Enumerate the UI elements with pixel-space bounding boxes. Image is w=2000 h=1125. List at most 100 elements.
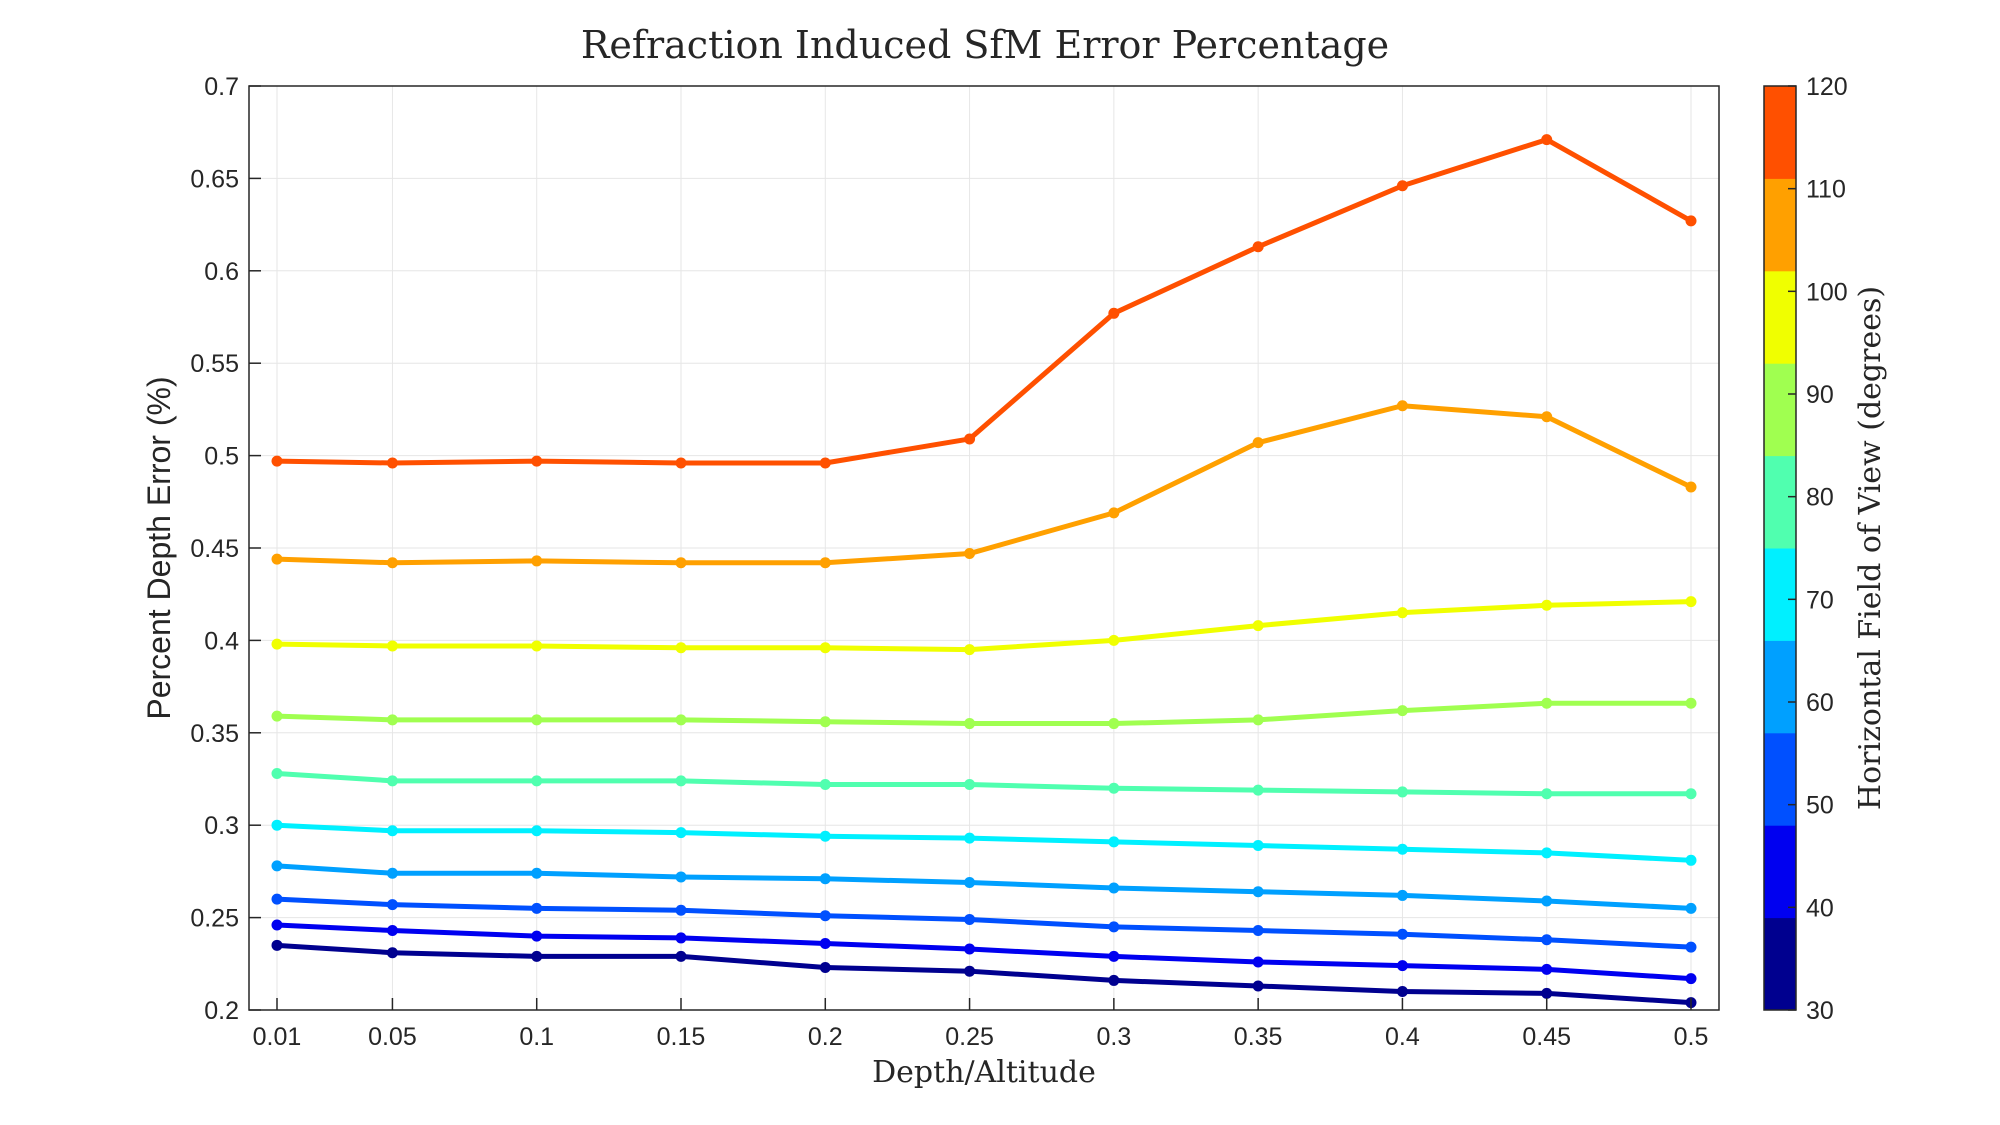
data-point [1541, 134, 1553, 146]
y-tick-label: 0.6 [204, 258, 239, 286]
data-point [1108, 307, 1120, 319]
data-point [819, 961, 831, 973]
data-point [1108, 507, 1120, 519]
data-point [386, 867, 398, 879]
x-axis-label: Depth/Altitude [872, 1055, 1096, 1090]
data-point [1685, 697, 1697, 709]
series-group [271, 134, 1697, 1009]
data-point [819, 910, 831, 922]
data-point [1396, 960, 1408, 972]
data-point [271, 919, 283, 931]
data-point [1541, 895, 1553, 907]
data-point [1541, 987, 1553, 999]
colorbar-band [1764, 917, 1796, 1011]
data-point [386, 640, 398, 652]
x-tick-label: 0.15 [657, 1023, 706, 1051]
colorbar-tick-label: 110 [1806, 176, 1846, 204]
colorbar-label: Horizontal Field of View (degrees) [1853, 286, 1888, 810]
y-tick-label: 0.65 [190, 165, 239, 193]
series-fov-30 [271, 939, 1697, 1009]
data-point [1396, 889, 1408, 901]
y-tick-label: 0.4 [204, 627, 239, 655]
data-point [271, 553, 283, 565]
data-point [1108, 782, 1120, 794]
colorbar-band [1764, 640, 1796, 734]
series-fov-70 [271, 819, 1697, 866]
y-tick-label: 0.35 [190, 720, 239, 748]
data-point [1685, 788, 1697, 800]
data-point [964, 913, 976, 925]
y-tick-label: 0.3 [204, 812, 239, 840]
x-tick-label: 0.5 [1674, 1023, 1709, 1051]
chart-title: Refraction Induced SfM Error Percentage [581, 23, 1389, 67]
data-point [1396, 180, 1408, 192]
y-axis-ticks: 0.2 0.25 0.3 0.35 0.4 0.45 0.5 0.55 0.6 0.65 0.7 [190, 73, 261, 1025]
data-point [1541, 847, 1553, 859]
data-point [1685, 215, 1697, 227]
data-point [1685, 596, 1697, 608]
data-point [271, 893, 283, 905]
data-point [271, 710, 283, 722]
data-point [964, 832, 976, 844]
data-point [1108, 882, 1120, 894]
y-tick-label: 0.7 [204, 73, 239, 101]
colorbar-band [1764, 455, 1796, 549]
data-point [819, 557, 831, 569]
data-point [1396, 928, 1408, 940]
data-point [819, 642, 831, 654]
y-tick-label: 0.5 [204, 443, 239, 471]
colorbar-tick-label: 100 [1806, 278, 1848, 306]
data-point [1252, 620, 1264, 632]
data-point [271, 939, 283, 951]
x-tick-label: 0.4 [1385, 1023, 1420, 1051]
y-tick-label: 0.25 [190, 905, 239, 933]
series-fov-90 [271, 697, 1697, 730]
data-point [675, 827, 687, 839]
data-point [531, 867, 543, 879]
data-point [386, 925, 398, 937]
colorbar-band [1764, 270, 1796, 364]
x-tick-label: 0.25 [945, 1023, 994, 1051]
colorbar-tick-label: 90 [1806, 381, 1834, 409]
colorbar-tick-label: 120 [1806, 73, 1848, 101]
data-point [964, 718, 976, 730]
colorbar-band [1764, 86, 1796, 179]
colorbar: 30 40 50 60 70 80 90 100 110 120 [1763, 73, 1848, 1025]
data-point [1685, 973, 1697, 985]
data-point [1252, 980, 1264, 992]
data-point [964, 943, 976, 955]
data-point [531, 455, 543, 467]
data-point [271, 455, 283, 467]
data-point [1396, 607, 1408, 619]
data-point [1396, 986, 1408, 998]
data-point [1685, 902, 1697, 914]
data-point [1541, 697, 1553, 709]
plot-area: 0.01 0.05 0.1 0.15 0.2 0.25 0.3 0.35 0.4 0.45 0.5 … [190, 73, 1720, 1051]
data-point [1108, 634, 1120, 646]
data-point [819, 830, 831, 842]
colorbar-frame [1763, 85, 1797, 1011]
data-point [1541, 963, 1553, 975]
x-tick-label: 0.05 [368, 1023, 417, 1051]
colorbar-tick-label: 40 [1806, 894, 1834, 922]
data-point [675, 950, 687, 962]
series-fov-120 [271, 134, 1697, 469]
data-point [964, 965, 976, 977]
data-point [1108, 921, 1120, 933]
data-point [675, 714, 687, 726]
data-point [1252, 437, 1264, 449]
data-point [1685, 941, 1697, 953]
colorbar-tick-label: 70 [1806, 586, 1834, 614]
data-point [964, 644, 976, 656]
data-point [1396, 786, 1408, 798]
data-point [675, 457, 687, 469]
data-point [819, 873, 831, 885]
x-tick-label: 0.2 [808, 1023, 843, 1051]
data-point [386, 775, 398, 787]
colorbar-tick-label: 80 [1806, 484, 1834, 512]
x-tick-label: 0.3 [1096, 1023, 1131, 1051]
data-point [531, 714, 543, 726]
data-point [819, 716, 831, 728]
x-tick-label: 0.1 [519, 1023, 554, 1051]
data-point [1252, 956, 1264, 968]
